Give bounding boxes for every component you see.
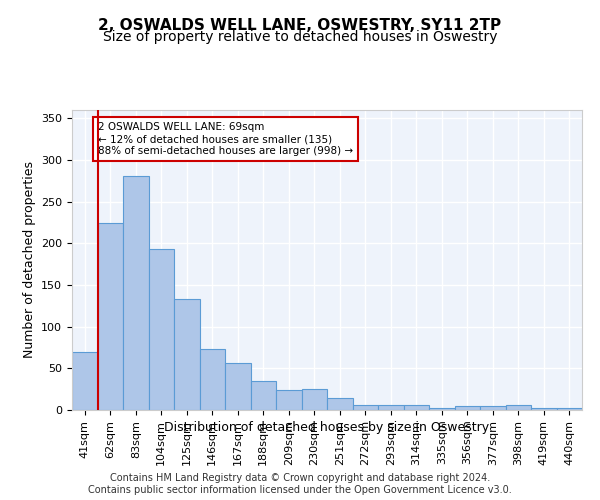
Bar	[557, 408, 582, 410]
Bar	[149, 249, 174, 410]
Bar	[251, 381, 276, 410]
Bar	[123, 176, 149, 410]
Text: 2 OSWALDS WELL LANE: 69sqm
← 12% of detached houses are smaller (135)
88% of sem: 2 OSWALDS WELL LANE: 69sqm ← 12% of deta…	[98, 122, 353, 156]
Y-axis label: Number of detached properties: Number of detached properties	[23, 162, 35, 358]
Bar	[404, 405, 429, 410]
Bar	[302, 389, 327, 410]
Bar	[199, 349, 225, 410]
Text: Size of property relative to detached houses in Oswestry: Size of property relative to detached ho…	[103, 30, 497, 44]
Bar	[327, 398, 353, 410]
Bar	[378, 405, 404, 410]
Bar	[455, 406, 480, 410]
Bar	[97, 224, 123, 410]
Bar	[531, 408, 557, 410]
Bar	[72, 352, 97, 410]
Text: 2, OSWALDS WELL LANE, OSWESTRY, SY11 2TP: 2, OSWALDS WELL LANE, OSWESTRY, SY11 2TP	[98, 18, 502, 32]
Bar	[174, 299, 199, 410]
Bar	[429, 408, 455, 410]
Bar	[505, 405, 531, 410]
Bar	[225, 362, 251, 410]
Bar	[353, 405, 378, 410]
Text: Contains HM Land Registry data © Crown copyright and database right 2024.
Contai: Contains HM Land Registry data © Crown c…	[88, 474, 512, 495]
Bar	[276, 390, 302, 410]
Text: Distribution of detached houses by size in Oswestry: Distribution of detached houses by size …	[164, 421, 490, 434]
Bar	[480, 406, 505, 410]
